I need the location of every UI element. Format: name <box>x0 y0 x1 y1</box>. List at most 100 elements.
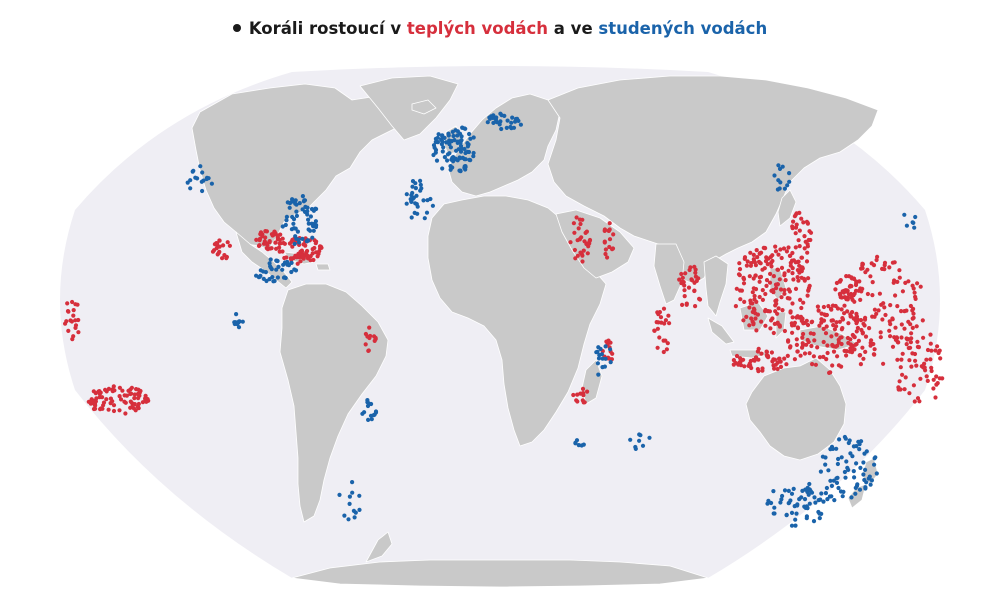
coral-marker <box>575 399 580 404</box>
coral-marker <box>467 131 472 137</box>
coral-marker <box>451 133 456 139</box>
coral-marker <box>663 338 668 343</box>
coral-marker <box>758 261 763 266</box>
coral-marker <box>458 149 464 154</box>
coral-marker <box>440 149 445 154</box>
coral-marker <box>872 314 877 319</box>
coral-marker <box>585 389 590 394</box>
coral-marker <box>505 118 510 123</box>
coral-marker <box>765 501 770 506</box>
coral-marker <box>866 476 871 481</box>
coral-marker <box>768 326 773 331</box>
coral-marker <box>811 354 817 359</box>
coral-marker <box>853 282 859 288</box>
coral-marker <box>875 254 880 259</box>
coral-marker <box>794 222 799 227</box>
coral-marker <box>899 309 904 314</box>
coral-marker <box>757 251 763 256</box>
coral-marker <box>824 357 829 362</box>
coral-marker <box>831 323 836 328</box>
coral-marker <box>800 316 805 321</box>
coral-marker <box>347 494 352 499</box>
coral-marker <box>789 510 795 515</box>
coral-marker <box>265 247 270 252</box>
coral-marker <box>367 325 372 330</box>
coral-marker <box>224 256 229 261</box>
coral-marker <box>898 365 903 370</box>
coral-marker <box>413 181 418 186</box>
coral-marker <box>117 394 122 399</box>
coral-marker <box>509 120 514 125</box>
coral-marker <box>843 475 848 480</box>
coral-marker <box>837 279 842 284</box>
coral-marker <box>256 243 262 248</box>
coral-marker <box>91 389 96 394</box>
coral-marker <box>640 443 646 448</box>
coral-marker <box>911 315 916 320</box>
coral-marker <box>753 287 759 292</box>
coral-marker <box>346 517 351 522</box>
coral-marker <box>694 278 699 283</box>
coral-marker <box>418 188 423 193</box>
coral-marker <box>587 237 593 243</box>
coral-marker <box>841 489 846 494</box>
coral-marker <box>914 324 919 329</box>
coral-marker <box>306 217 311 222</box>
coral-marker <box>874 257 879 263</box>
coral-marker <box>66 328 71 333</box>
coral-marker <box>805 250 810 255</box>
coral-marker <box>772 366 777 371</box>
coral-marker <box>289 269 294 275</box>
coral-marker <box>450 155 455 160</box>
coral-marker <box>808 489 813 494</box>
coral-marker <box>128 399 133 404</box>
coral-marker <box>297 201 302 206</box>
coral-marker <box>832 498 837 503</box>
coral-marker <box>310 235 315 240</box>
coral-marker <box>277 237 282 243</box>
coral-marker <box>821 326 826 331</box>
coral-marker <box>317 244 323 249</box>
coral-marker <box>818 469 824 474</box>
coral-marker <box>73 318 78 323</box>
coral-marker <box>305 253 310 258</box>
coral-marker <box>418 182 423 187</box>
coral-marker <box>817 355 823 360</box>
coral-marker <box>281 275 287 280</box>
coral-marker <box>747 305 752 310</box>
coral-marker <box>845 309 850 314</box>
coral-marker <box>637 432 642 437</box>
coral-marker <box>268 257 273 262</box>
title-cold: studených vodách <box>598 19 768 38</box>
coral-marker <box>855 317 860 322</box>
coral-marker <box>773 309 778 314</box>
coral-marker <box>440 134 445 139</box>
coral-marker <box>778 364 784 369</box>
coral-marker <box>823 491 829 496</box>
coral-marker <box>869 478 875 483</box>
coral-marker <box>856 338 862 343</box>
coral-marker <box>271 279 276 284</box>
coral-marker <box>498 111 503 116</box>
coral-marker <box>810 362 815 367</box>
coral-marker <box>858 297 863 302</box>
coral-marker <box>778 180 783 185</box>
coral-marker <box>887 328 892 333</box>
coral-marker <box>736 272 742 277</box>
coral-marker <box>504 125 509 130</box>
coral-marker <box>840 316 845 321</box>
coral-marker <box>844 353 849 358</box>
coral-marker <box>933 395 938 400</box>
coral-marker <box>808 331 813 336</box>
coral-marker <box>337 492 342 497</box>
coral-marker <box>293 234 298 239</box>
coral-marker <box>859 266 864 271</box>
coral-marker <box>777 277 782 282</box>
coral-marker <box>858 353 863 358</box>
coral-marker <box>763 309 768 314</box>
coral-marker <box>584 229 590 234</box>
coral-marker <box>421 198 426 203</box>
coral-marker <box>824 312 830 318</box>
coral-marker <box>198 164 203 169</box>
